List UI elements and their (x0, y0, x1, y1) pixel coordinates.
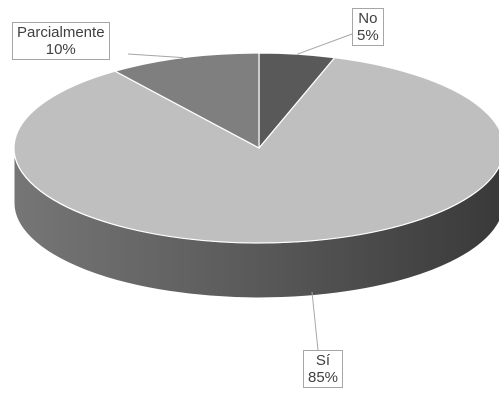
pie-tops (13, 52, 499, 244)
slice-label-no: No (358, 10, 378, 27)
leader-no (297, 33, 353, 55)
slice-value-si: 85% (308, 369, 339, 386)
leader-si (311, 291, 319, 351)
data-label-no: No 5% (352, 8, 384, 46)
slice-label-si: Sí (315, 352, 331, 369)
slice-value-no: 5% (357, 27, 379, 44)
data-label-parcialmente: Parcialmente 10% (12, 22, 110, 60)
pie-slice-1 (13, 57, 499, 244)
leader-parcialmente (127, 53, 184, 59)
slice-value-parcialmente: 10% (45, 41, 76, 58)
pie-slice-2 (113, 52, 260, 150)
data-label-si: Sí 85% (303, 350, 344, 388)
slice-label-parcialmente: Parcialmente (17, 24, 105, 41)
leader-lines (127, 33, 353, 351)
